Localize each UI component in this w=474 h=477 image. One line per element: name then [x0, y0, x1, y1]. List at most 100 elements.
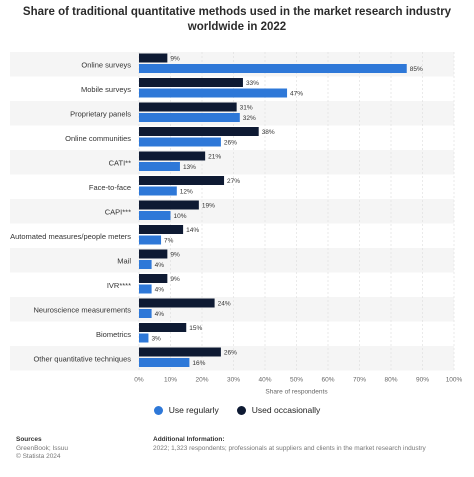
x-tick-label: 20%: [195, 377, 208, 384]
additional-info-text: 2022; 1,323 respondents; professionals a…: [153, 444, 426, 452]
data-label: 33%: [246, 80, 259, 87]
category-label: CATI**: [109, 158, 131, 167]
data-label: 26%: [224, 140, 237, 147]
labels: 0% 10% 20% 30% 40% 50% 60% 70% 80% 90% 100% Online …: [10, 56, 462, 384]
additional-info-block: Additional Information: 2022; 1,323 resp…: [153, 436, 426, 453]
bar: [139, 284, 152, 294]
legend-item-use-regularly[interactable]: Use regularly: [153, 405, 219, 415]
data-label: 10%: [174, 213, 187, 220]
category-label: Other quantitative techniques: [33, 354, 131, 363]
row-band: [10, 150, 454, 175]
bar: [139, 102, 237, 112]
bar: [139, 347, 221, 357]
bar: [139, 274, 168, 283]
data-label: 32%: [243, 115, 256, 122]
bar: [139, 176, 225, 185]
data-label: 4%: [155, 262, 165, 269]
bar: [139, 249, 168, 259]
category-label: Proprietary panels: [70, 109, 131, 118]
bar: [139, 88, 288, 98]
category-label: Mail: [117, 256, 131, 265]
copyright-text: © Statista 2024: [16, 453, 61, 460]
data-label: 7%: [164, 238, 174, 245]
additional-info-heading: Additional Information:: [153, 436, 225, 443]
data-label: 16%: [192, 360, 205, 367]
data-label: 47%: [290, 91, 303, 98]
legend-swatch-icon: [153, 405, 163, 415]
bar: [139, 64, 407, 73]
category-label: CAPI***: [105, 207, 131, 216]
x-tick-label: 90%: [416, 377, 429, 384]
category-label: Face-to-face: [89, 183, 131, 192]
category-label: Biometrics: [96, 330, 131, 339]
bar: [139, 211, 171, 220]
row-bands: [10, 52, 454, 371]
data-label: 9%: [170, 252, 180, 259]
x-tick-label: 10%: [164, 377, 177, 384]
category-label: Neuroscience measurements: [33, 305, 131, 314]
x-tick-label: 70%: [353, 377, 366, 384]
bar: [139, 323, 187, 332]
data-label: 14%: [186, 227, 199, 234]
category-label: Online communities: [65, 134, 131, 143]
row-band: [10, 346, 454, 371]
bars: [139, 53, 407, 367]
bar: [139, 358, 190, 367]
data-label: 85%: [410, 66, 423, 73]
bar: [139, 333, 149, 343]
sources-block: Sources GreenBook; Issuu © Statista 2024: [16, 436, 68, 462]
legend-swatch-icon: [236, 405, 246, 415]
bar: [139, 151, 206, 161]
x-tick-label: 30%: [227, 377, 240, 384]
data-label: 3%: [151, 336, 161, 343]
row-band: [10, 297, 454, 322]
x-tick-label: 50%: [290, 377, 303, 384]
row-band: [10, 199, 454, 224]
data-label: 15%: [189, 325, 202, 332]
bar: [139, 78, 243, 87]
sources-text: GreenBook; Issuu: [16, 444, 69, 452]
category-label: Mobile surveys: [81, 85, 131, 94]
legend-item-used-occasionally[interactable]: Used occasionally: [236, 405, 321, 415]
x-tick-label: 0%: [134, 377, 144, 384]
data-label: 21%: [208, 154, 221, 161]
bar: [139, 200, 199, 210]
category-label: Online surveys: [81, 60, 131, 69]
x-tick-label: 60%: [321, 377, 334, 384]
data-label: 24%: [218, 301, 231, 308]
bar: [139, 137, 221, 147]
data-label: 9%: [170, 56, 180, 63]
x-tick-label: 80%: [384, 377, 397, 384]
data-label: 4%: [155, 287, 165, 294]
sources-heading: Sources: [16, 436, 42, 443]
bar-chart: 0% 10% 20% 30% 40% 50% 60% 70% 80% 90% 100% Online …: [10, 52, 463, 396]
bar: [139, 260, 152, 269]
data-label: 12%: [180, 189, 193, 196]
data-label: 26%: [224, 350, 237, 357]
data-label: 13%: [183, 164, 196, 171]
x-axis-title: Share of respondents: [265, 389, 328, 396]
data-label: 27%: [227, 178, 240, 185]
data-label: 9%: [170, 276, 180, 283]
legend-label: Used occasionally: [251, 405, 321, 415]
x-tick-label: 40%: [258, 377, 271, 384]
bar: [139, 225, 184, 234]
bar: [139, 127, 259, 136]
chart-title: Share of traditional quantitative method…: [22, 6, 452, 33]
bar: [139, 186, 177, 196]
data-label: 38%: [262, 129, 275, 136]
category-label: IVR****: [107, 281, 131, 290]
legend-label: Use regularly: [168, 405, 219, 415]
x-tick-label: 100%: [446, 377, 463, 384]
bar: [139, 113, 240, 122]
data-label: 19%: [202, 203, 215, 210]
category-label: Automated measures/people meters: [10, 232, 131, 241]
bar: [139, 53, 168, 63]
bar: [139, 235, 162, 245]
legend: Use regularly Used occasionally: [0, 405, 474, 415]
bar: [139, 298, 215, 308]
bar: [139, 309, 152, 318]
bar: [139, 162, 180, 171]
data-label: 31%: [240, 105, 253, 112]
row-band: [10, 248, 454, 273]
